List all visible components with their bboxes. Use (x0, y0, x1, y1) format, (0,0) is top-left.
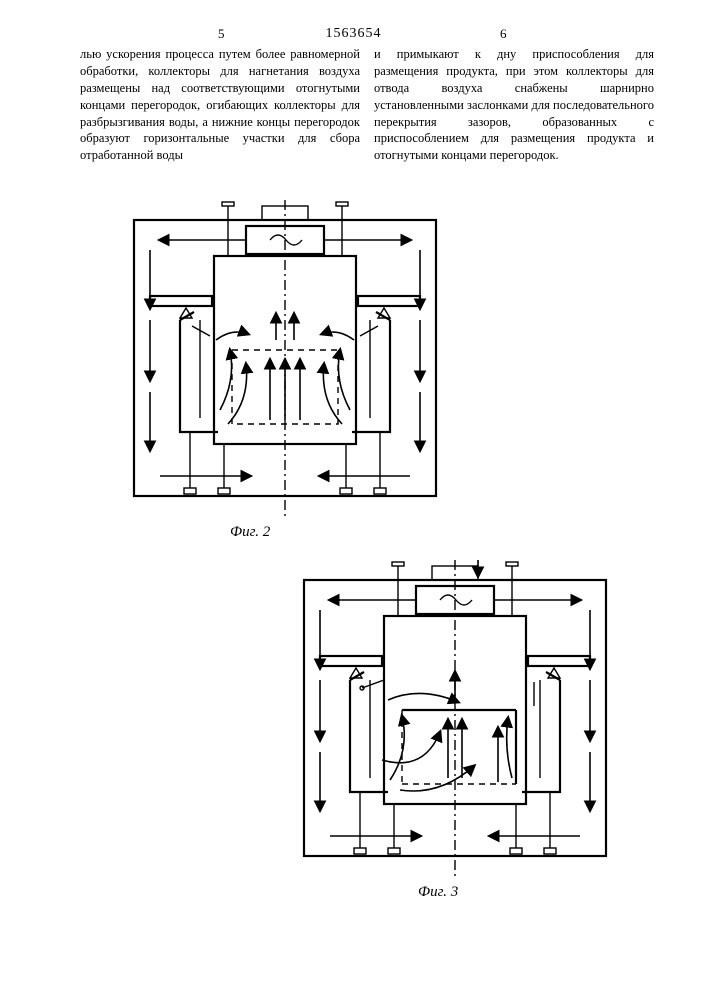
figure-3 (290, 560, 620, 876)
figure-2-svg (120, 200, 450, 516)
page-number-right: 6 (500, 26, 507, 42)
figure-3-svg (290, 560, 620, 876)
text-column-left: лью ускорения процесса путем более равно… (80, 46, 360, 164)
page-number-left: 5 (218, 26, 225, 42)
figure-2 (120, 200, 450, 516)
document-number: 1563654 (326, 26, 382, 42)
figure-2-label: Фиг. 2 (230, 524, 270, 541)
text-column-right: и примыкают к дну приспособления для раз… (374, 46, 654, 164)
figure-3-label: Фиг. 3 (418, 884, 458, 901)
